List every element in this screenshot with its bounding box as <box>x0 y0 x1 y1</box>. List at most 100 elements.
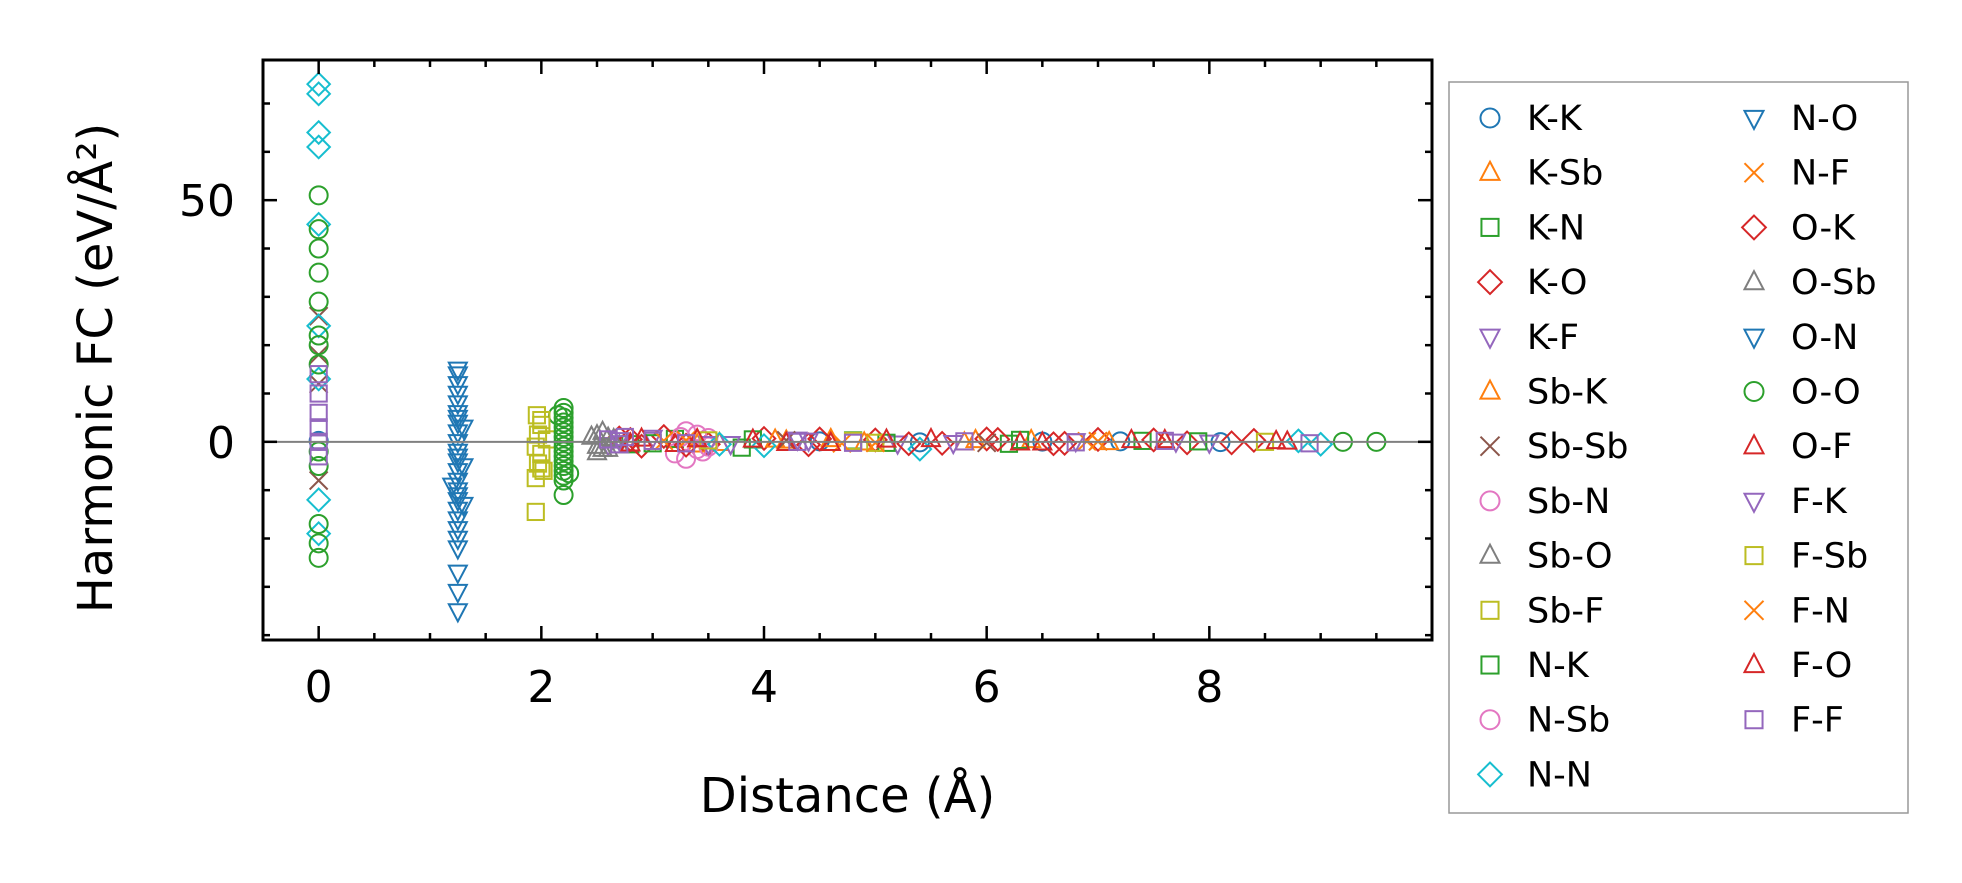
legend: K-K K-Sb K-N K-O K-F Sb-K Sb-Sb Sb-N Sb-O Sb-F N-K… <box>1448 81 1909 814</box>
legend-entry: O-O <box>1743 373 1861 413</box>
data-point <box>308 325 329 346</box>
data-point <box>553 436 574 457</box>
legend-marker <box>1742 328 1766 350</box>
data-point <box>447 603 469 624</box>
x-tick-label: 4 <box>750 662 778 713</box>
legend-entry: F-O <box>1742 646 1852 686</box>
data-point <box>308 547 329 568</box>
data-point <box>1120 427 1143 449</box>
legend-label: N-K <box>1527 646 1590 686</box>
legend-entry: N-K <box>1480 646 1590 686</box>
data-point <box>447 405 469 426</box>
data-point <box>441 477 463 498</box>
data-point <box>1265 428 1287 450</box>
series-n-o <box>441 361 475 624</box>
data-point <box>676 448 697 469</box>
legend-entry: K-F <box>1478 318 1579 358</box>
legend-marker <box>1480 217 1500 237</box>
legend-marker <box>1480 655 1500 675</box>
data-point <box>309 365 328 384</box>
data-point <box>308 514 329 534</box>
data-point <box>306 134 332 160</box>
legend-entry: Sb-O <box>1478 537 1613 577</box>
y-tick-label: 50 <box>179 176 235 227</box>
legend-marker <box>1480 600 1500 620</box>
data-point <box>306 71 332 97</box>
data-point <box>1218 430 1245 456</box>
data-point <box>886 435 909 456</box>
data-point <box>553 451 574 472</box>
data-point <box>308 456 329 476</box>
data-point <box>308 335 329 356</box>
legend-marker <box>1479 435 1501 457</box>
data-point <box>920 426 942 448</box>
legend-marker <box>1478 328 1502 350</box>
data-point <box>447 376 469 397</box>
data-point <box>308 219 329 240</box>
data-point <box>742 427 764 448</box>
legend-marker <box>1742 433 1766 455</box>
data-point <box>309 418 328 437</box>
legend-entry: K-Sb <box>1478 154 1603 194</box>
legend-marker <box>1743 381 1765 402</box>
legend-entry: Sb-F <box>1480 591 1604 631</box>
data-point <box>447 583 469 605</box>
data-point <box>964 427 987 449</box>
legend-entry: K-K <box>1479 99 1583 139</box>
x-tick-label: 0 <box>305 662 333 713</box>
legend-label: O-O <box>1791 373 1861 413</box>
legend-entry: O-N <box>1742 318 1858 358</box>
data-point <box>1276 429 1298 450</box>
legend-label: F-K <box>1791 482 1848 522</box>
data-point <box>447 361 469 382</box>
legend-label: O-Sb <box>1791 263 1877 303</box>
x-tick-label: 6 <box>973 662 1001 713</box>
legend-marker <box>1476 268 1504 296</box>
data-point <box>308 470 329 491</box>
data-point <box>630 426 653 447</box>
legend-label: Sb-K <box>1527 373 1608 413</box>
data-point <box>308 354 329 375</box>
legend-marker <box>1476 761 1504 788</box>
legend-label: O-N <box>1791 318 1858 358</box>
legend-marker <box>1479 107 1501 129</box>
data-point <box>686 426 708 448</box>
legend-entry: O-F <box>1742 427 1852 467</box>
data-point <box>308 262 329 283</box>
y-tick-label: 0 <box>207 418 235 469</box>
data-point <box>452 419 475 440</box>
data-point <box>553 456 574 476</box>
data-point <box>447 530 469 551</box>
data-point <box>447 448 469 469</box>
legend-label: K-N <box>1527 208 1585 248</box>
legend-label: O-K <box>1791 208 1856 248</box>
data-point <box>447 540 469 561</box>
series-sb-f <box>526 406 1275 522</box>
legend-label: Sb-Sb <box>1527 427 1629 467</box>
legend-label: O-F <box>1791 427 1852 467</box>
data-point <box>999 434 1019 453</box>
x-tick-label: 8 <box>1195 662 1223 713</box>
legend-marker <box>1742 269 1766 291</box>
y-axis-title: Harmonic FC (eV/Å²) <box>67 123 124 613</box>
data-point <box>308 533 329 554</box>
data-point <box>308 306 329 326</box>
data-point <box>875 427 898 448</box>
data-point <box>1300 434 1319 453</box>
legend-marker <box>1478 378 1502 400</box>
legend-marker <box>1742 109 1766 132</box>
legend-entry: K-N <box>1480 208 1585 248</box>
data-point <box>526 437 545 456</box>
legend-label: N-F <box>1791 154 1850 194</box>
data-point <box>306 119 332 146</box>
legend-label: F-F <box>1791 701 1844 741</box>
data-point <box>447 521 469 542</box>
data-point <box>1051 430 1078 456</box>
data-point <box>985 426 1011 453</box>
legend-label: K-O <box>1527 263 1587 303</box>
legend-label: N-Sb <box>1527 701 1610 741</box>
data-point <box>553 417 574 438</box>
data-point <box>447 443 469 464</box>
legend-entry: K-O <box>1476 263 1587 303</box>
legend-label: N-N <box>1527 755 1592 795</box>
